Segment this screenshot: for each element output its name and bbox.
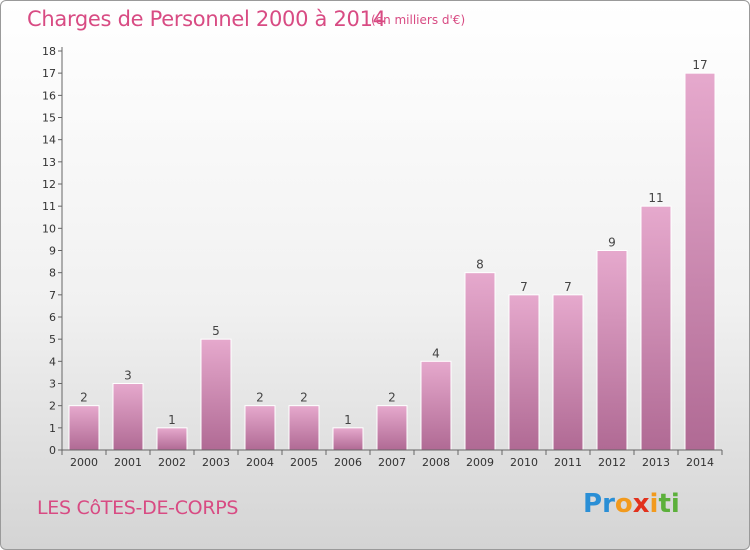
x-tick-label: 2000: [70, 456, 98, 469]
y-tick-label: 4: [49, 355, 56, 368]
bar-2004: [244, 405, 276, 451]
x-tick-label: 2001: [114, 456, 142, 469]
bar-value-label: 2: [300, 391, 308, 405]
y-tick-label: 8: [49, 267, 56, 280]
bar-value-label: 7: [520, 280, 528, 294]
chart-title: Charges de Personnel 2000 à 2014: [27, 7, 386, 31]
y-tick-label: 3: [49, 378, 56, 391]
x-tick-label: 2010: [510, 456, 538, 469]
x-tick-label: 2005: [290, 456, 318, 469]
bar-value-label: 5: [212, 324, 220, 338]
bar-2007: [376, 405, 408, 451]
y-tick-label: 0: [49, 444, 56, 457]
x-tick-label: 2012: [598, 456, 626, 469]
bar-value-label: 17: [692, 58, 707, 72]
bar-value-label: 11: [648, 191, 663, 205]
bar-value-label: 9: [608, 236, 616, 250]
y-tick-label: 13: [42, 156, 56, 169]
x-tick-label: 2007: [378, 456, 406, 469]
bar-2005: [288, 405, 320, 451]
y-tick-label: 6: [49, 311, 56, 324]
y-tick-label: 15: [42, 112, 56, 125]
proxiti-logo: Proxiti: [583, 489, 680, 519]
bar-value-label: 2: [80, 391, 88, 405]
y-tick-label: 1: [49, 422, 56, 435]
y-tick-label: 7: [49, 289, 56, 302]
y-tick-label: 14: [42, 134, 56, 147]
x-tick-label: 2006: [334, 456, 362, 469]
bar-2002: [156, 427, 188, 451]
bar-2009: [464, 272, 496, 451]
y-tick-label: 18: [42, 45, 56, 58]
commune-name: LES CôTES-DE-CORPS: [37, 497, 239, 519]
bar-2013: [640, 205, 672, 451]
x-tick-label: 2002: [158, 456, 186, 469]
y-tick-label: 16: [42, 89, 56, 102]
logo-letter: P: [583, 489, 603, 519]
logo-letter: t: [658, 489, 671, 519]
x-tick-label: 2011: [554, 456, 582, 469]
bar-2014: [684, 72, 716, 451]
bar-value-label: 2: [256, 391, 264, 405]
bar-2008: [420, 360, 452, 451]
bar-value-label: 1: [168, 413, 176, 427]
x-tick-label: 2014: [686, 456, 714, 469]
bar-2000: [68, 405, 100, 451]
x-tick-label: 2003: [202, 456, 230, 469]
x-tick-label: 2009: [466, 456, 494, 469]
y-tick-label: 11: [42, 200, 56, 213]
logo-letter: x: [632, 489, 650, 519]
bar-2010: [508, 294, 540, 451]
x-tick-label: 2004: [246, 456, 274, 469]
logo-letter: r: [602, 489, 615, 519]
y-tick-label: 12: [42, 178, 56, 191]
bar-value-label: 7: [564, 280, 572, 294]
x-tick-label: 2008: [422, 456, 450, 469]
y-tick-label: 2: [49, 400, 56, 413]
logo-letter: i: [649, 489, 659, 519]
bar-value-label: 4: [432, 346, 440, 360]
bar-2001: [112, 383, 144, 451]
bar-2011: [552, 294, 584, 451]
bar-2012: [596, 250, 628, 451]
bars: 2 3 1 5 2 2 1 2 4 8 7 7 9 11 17: [68, 58, 716, 451]
y-tick-label: 17: [42, 67, 56, 80]
chart-subtitle: (en milliers d'€): [371, 13, 466, 27]
bar-value-label: 3: [124, 369, 132, 383]
logo-letter: i: [670, 489, 680, 519]
bar-2006: [332, 427, 364, 451]
bar-value-label: 1: [344, 413, 352, 427]
y-tick-label: 10: [42, 222, 56, 235]
y-tick-label: 5: [49, 333, 56, 346]
bar-value-label: 2: [388, 391, 396, 405]
x-axis: 2000 2001 2002 2003 2004 2005 2006 2007 2008 2009…: [61, 449, 723, 469]
bar-2003: [200, 338, 232, 451]
x-tick-label: 2013: [642, 456, 670, 469]
logo-letter: o: [614, 489, 633, 519]
bar-value-label: 8: [476, 258, 484, 272]
y-tick-label: 9: [49, 245, 56, 258]
